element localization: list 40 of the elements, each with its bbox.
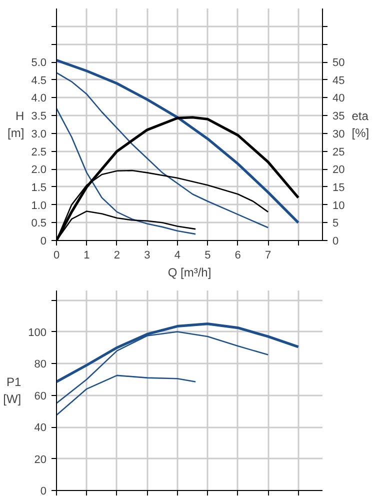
y-tick-label: 5.0 <box>31 57 47 70</box>
y2-tick-label: 35 <box>332 110 345 123</box>
y-tick-label: 4.0 <box>31 92 47 105</box>
y-tick-label: 100 <box>28 326 47 339</box>
y-tick-label: 2.0 <box>31 164 47 176</box>
y2-tick-label: 10 <box>332 200 345 212</box>
y-tick-label: 2.5 <box>31 146 47 158</box>
y2-tick-label: 0 <box>332 236 339 248</box>
y-tick-label: 20 <box>34 454 47 466</box>
y-tick-label: 40 <box>34 422 47 434</box>
x-tick-label: 0 <box>53 250 60 262</box>
x-tick-label: 2 <box>114 250 120 262</box>
y-tick-label: 1.0 <box>31 200 47 212</box>
x-tick-label: 3 <box>144 250 150 262</box>
x-tick-label: 7 <box>265 250 272 262</box>
y2-axis-title: eta [%] <box>352 109 370 140</box>
y2-tick-label: 30 <box>332 128 345 140</box>
y-tick-label: 80 <box>34 358 47 371</box>
y2-tick-label: 45 <box>332 74 345 87</box>
x-tick-label: 5 <box>204 250 211 262</box>
y2-tick-label: 5 <box>332 218 339 230</box>
y-tick-label: 3.0 <box>31 128 47 140</box>
y2-tick-label: 40 <box>332 92 345 105</box>
y-tick-label: 0 <box>40 486 47 498</box>
y-tick-label: 3.5 <box>31 110 47 123</box>
y-tick-label: 1.5 <box>31 182 47 194</box>
x-axis-title: Q [m³/h] <box>168 266 212 280</box>
y-tick-label: 4.5 <box>31 74 47 87</box>
y2-tick-label: 20 <box>332 164 345 176</box>
y-tick-label: 0 <box>40 236 47 248</box>
y2-tick-label: 15 <box>332 182 345 194</box>
y-tick-label: 60 <box>34 390 47 402</box>
x-tick-label: 1 <box>84 250 90 262</box>
y-axis-title: P1 [W] <box>3 375 22 406</box>
x-tick-label: 6 <box>234 250 241 262</box>
y2-tick-label: 50 <box>332 57 345 70</box>
x-tick-label: 4 <box>174 250 180 262</box>
y-axis-title: H [m] <box>8 109 24 140</box>
y2-tick-label: 25 <box>332 146 345 158</box>
y-tick-label: 0.5 <box>31 218 47 230</box>
